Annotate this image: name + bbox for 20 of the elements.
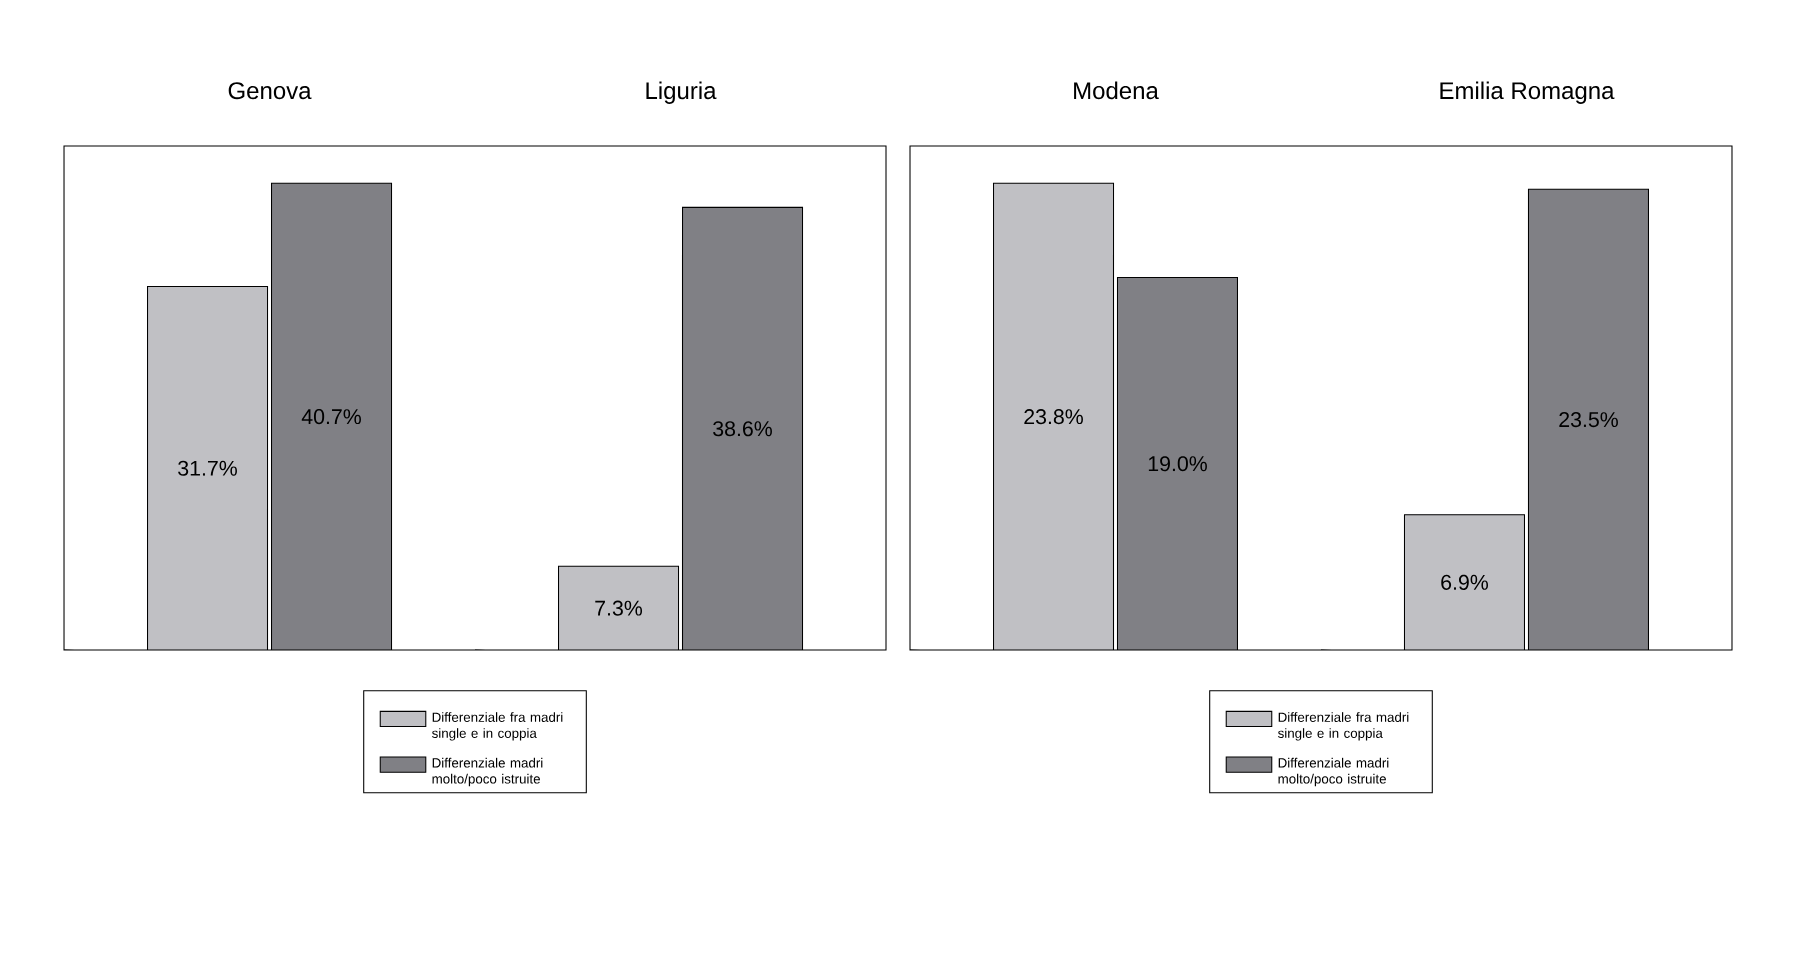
data-label: 38.6% [713, 421, 772, 437]
bar [1403, 514, 1526, 650]
data-label: 31.7% [178, 460, 237, 476]
data-label: 19.0% [1148, 456, 1207, 472]
bar [270, 182, 393, 650]
bar [992, 182, 1115, 650]
bar [1527, 188, 1650, 650]
bar [681, 206, 804, 650]
x-tick-label: Emilia Romagna [1440, 81, 1615, 104]
bar [146, 285, 269, 650]
x-tick-label: Genova [228, 82, 312, 100]
bar [1116, 276, 1239, 650]
x-tick-label: Liguria [646, 81, 717, 104]
data-label: 6.9% [1441, 574, 1489, 590]
bar [557, 565, 680, 650]
data-label: 23.8% [1024, 409, 1083, 425]
x-tick-label: Modena [1074, 81, 1159, 100]
data-label: 23.5% [1559, 412, 1618, 428]
data-label: 40.7% [301, 409, 361, 425]
data-label: 7.3% [595, 600, 643, 616]
